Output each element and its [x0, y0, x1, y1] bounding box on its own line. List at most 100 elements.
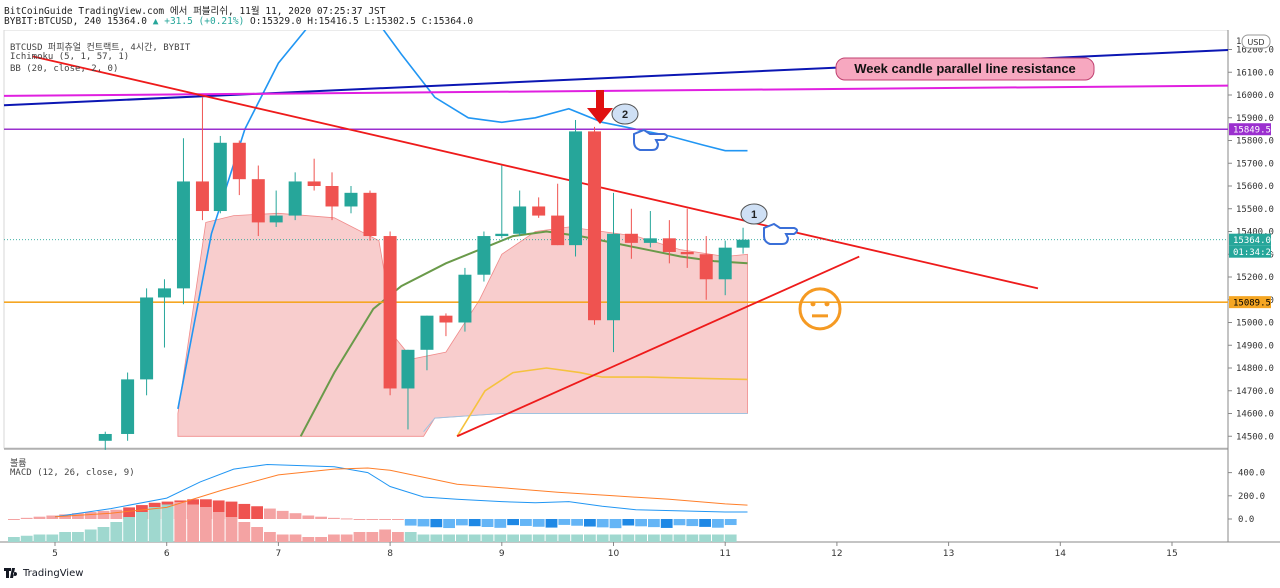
volume-bar	[148, 507, 161, 542]
candle[interactable]	[495, 165, 509, 239]
candle[interactable]	[269, 190, 283, 227]
volume-bar	[328, 534, 340, 542]
symbol-name[interactable]: BYBIT:BTCUSD, 240	[4, 16, 102, 27]
candle[interactable]	[121, 372, 135, 441]
volume-bar	[532, 534, 545, 542]
candle[interactable]	[157, 279, 171, 348]
candle[interactable]	[401, 349, 415, 430]
candle[interactable]	[98, 431, 112, 450]
volume-bar	[686, 534, 699, 542]
ascending-trend-line	[456, 255, 860, 438]
support-price-label: 15089.5	[1233, 299, 1271, 309]
candle[interactable]	[718, 240, 732, 296]
candle[interactable]	[736, 227, 750, 254]
candle[interactable]	[588, 126, 602, 325]
candle-body	[420, 315, 434, 350]
volume-legend[interactable]: 볼륨	[10, 459, 27, 469]
currency-badge[interactable]	[1241, 34, 1271, 49]
candle-body	[439, 315, 453, 323]
candle-body	[213, 142, 227, 212]
candle-body	[195, 181, 209, 212]
candle[interactable]	[643, 211, 657, 248]
candle-body	[157, 288, 171, 298]
candle[interactable]	[344, 186, 358, 214]
candle[interactable]	[607, 192, 620, 353]
candle[interactable]	[251, 165, 265, 237]
candle[interactable]	[551, 183, 565, 246]
candle-body	[232, 142, 246, 180]
marker-2-bubble[interactable]	[611, 103, 639, 125]
volume-bar	[212, 512, 225, 542]
candle[interactable]	[662, 220, 676, 264]
candle[interactable]	[624, 208, 638, 259]
volume-bar	[609, 534, 622, 542]
ichimoku-legend[interactable]: Ichimoku (5, 1, 57, 1)	[10, 52, 130, 62]
chart-header: BitCoinGuide TradingView.com 에서 퍼블리쉬, 11…	[0, 0, 1280, 30]
volume-bar	[430, 534, 443, 542]
macd-hist-bar	[468, 519, 481, 527]
candle[interactable]	[363, 190, 377, 241]
candle[interactable]	[699, 236, 713, 300]
trend-lines	[3, 30, 1229, 438]
candle[interactable]	[383, 231, 397, 396]
x-tick-label: 14	[1055, 549, 1067, 559]
volume-bar	[97, 527, 110, 542]
candle[interactable]	[680, 208, 694, 268]
macd-hist-bar	[366, 519, 379, 520]
y-tick-label: 15900.0	[1236, 114, 1274, 124]
candle[interactable]	[325, 172, 339, 221]
macd-hist-bar	[724, 519, 737, 526]
macd-hist-bar	[276, 510, 289, 519]
volume-bar	[481, 534, 494, 542]
volume-bar	[59, 532, 71, 542]
candle[interactable]	[195, 97, 209, 221]
volume-bar	[46, 534, 59, 542]
volume-bar	[494, 534, 507, 542]
resistance-callout-box[interactable]	[835, 57, 1095, 81]
volume-bar	[84, 529, 97, 542]
price-chart[interactable]: 16200.016100.016000.015900.015800.015700…	[0, 30, 1280, 570]
price-axis[interactable]: 16200.0 16100.0 16000.0 15900.0 15800.0 15700…	[1228, 34, 1276, 525]
macd-hist-bar	[404, 519, 417, 526]
candle[interactable]	[477, 231, 491, 282]
conversion-line	[177, 30, 748, 410]
volume-bar	[558, 534, 571, 542]
candle[interactable]	[420, 315, 434, 371]
bb-legend[interactable]: BB (20, close, 2, 0)	[10, 64, 119, 74]
volume-bar	[468, 534, 481, 542]
candle[interactable]	[140, 288, 154, 396]
hand-outline	[763, 222, 798, 245]
candle[interactable]	[513, 190, 527, 237]
y-tick-label: 14900.0	[1236, 341, 1274, 351]
candle[interactable]	[307, 158, 321, 191]
macd-hist-bar	[699, 519, 711, 527]
macd-hist-bar	[97, 510, 110, 519]
candle[interactable]	[213, 135, 227, 214]
candle-body	[569, 131, 583, 246]
volume-bar	[289, 534, 302, 542]
candle[interactable]	[176, 138, 190, 305]
candle-body	[288, 181, 302, 216]
volume-bar	[187, 504, 199, 542]
candle[interactable]	[232, 140, 246, 196]
volume-bar	[33, 534, 46, 542]
macd-hist-bar	[379, 519, 391, 520]
candle-body	[551, 215, 565, 246]
x-tick-label: 8	[387, 549, 393, 559]
time-axis[interactable]: 5 6 7 8 9 10 11 12 13 14 15	[52, 542, 1178, 559]
macd-legend[interactable]: MACD (12, 26, close, 9)	[10, 468, 135, 478]
volume-bar	[417, 534, 430, 542]
candle-body	[477, 236, 491, 275]
macd-hist-bar	[225, 501, 238, 519]
candle[interactable]	[288, 172, 302, 221]
y-tick-label: 15500.0	[1236, 205, 1274, 215]
candle[interactable]	[439, 313, 453, 337]
candle[interactable]	[532, 197, 546, 218]
volume-bar	[174, 502, 187, 542]
candle-body	[532, 206, 546, 216]
candle[interactable]	[569, 120, 583, 257]
candle[interactable]	[458, 267, 472, 332]
macd-hist-bar	[596, 519, 609, 528]
macd-hist-bar	[110, 509, 123, 519]
marker-1-bubble[interactable]	[740, 203, 768, 225]
